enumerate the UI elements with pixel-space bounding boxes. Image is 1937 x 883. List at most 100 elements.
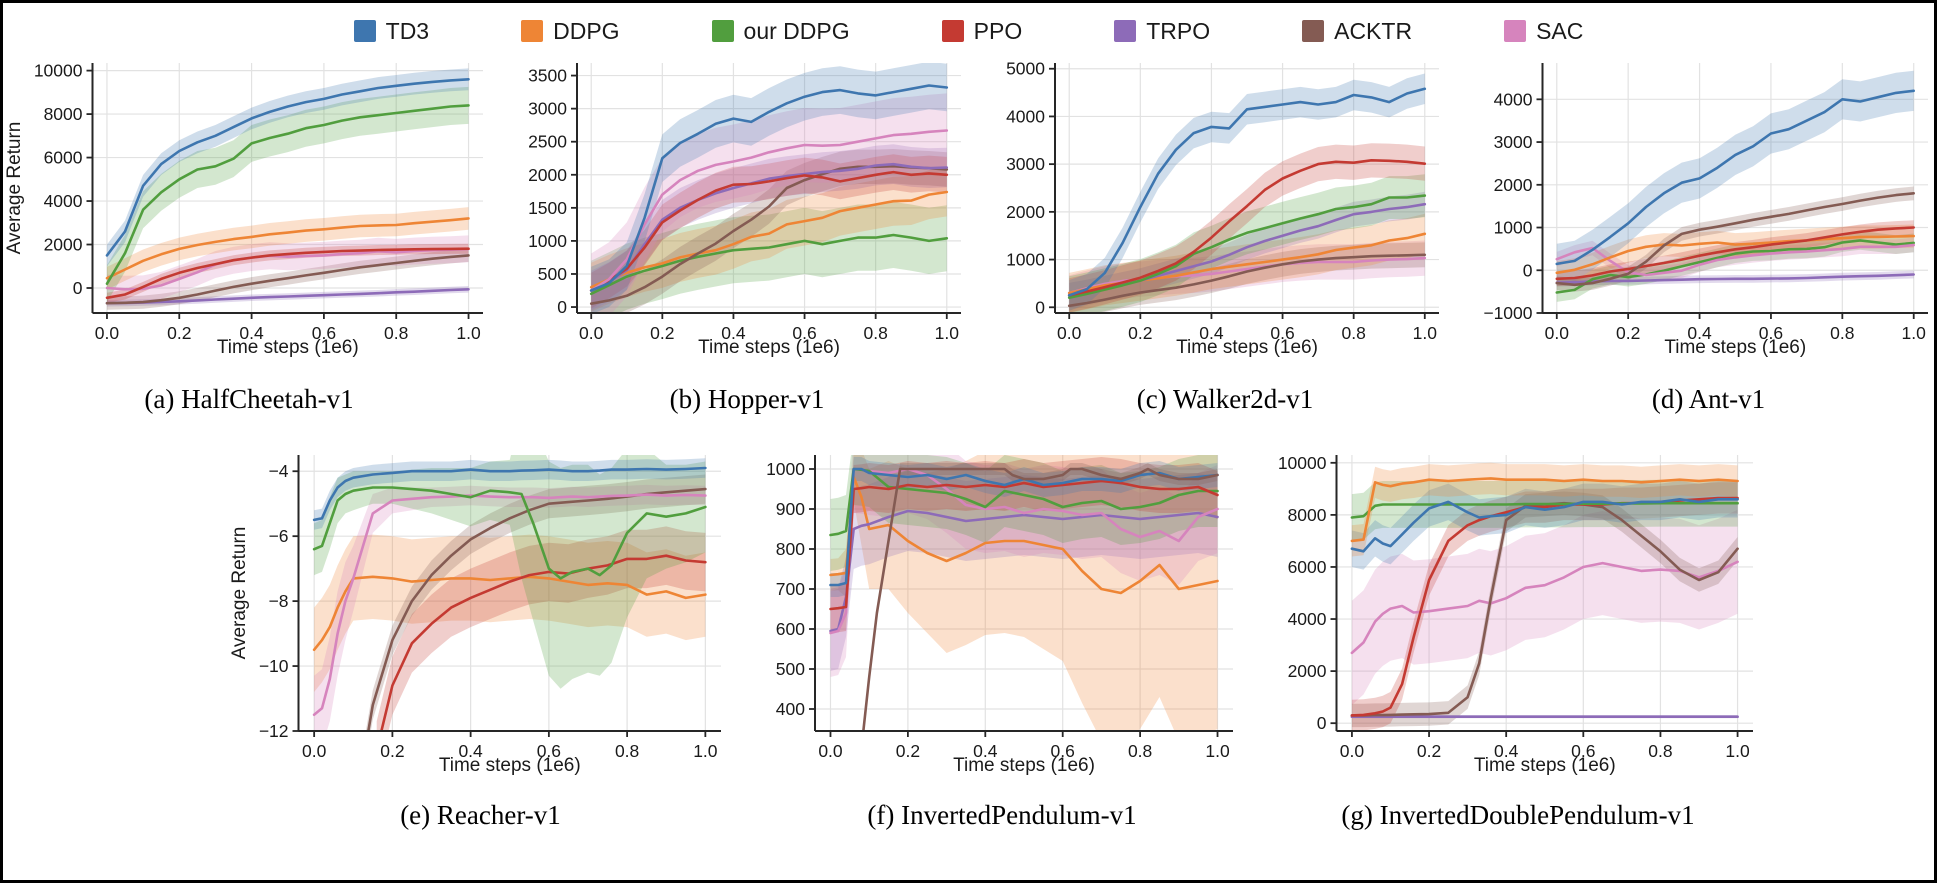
cell-reacher: 0.0 0.2 0.4 0.6 0.8 1.0 −12 −10 −8 −6 −4 Time steps… xyxy=(228,445,733,831)
svg-text:0: 0 xyxy=(1317,713,1327,733)
ddpg-color-swatch-icon xyxy=(521,20,544,42)
svg-text:−4: −4 xyxy=(269,461,289,481)
svg-text:0: 0 xyxy=(1035,297,1045,317)
svg-text:0.8: 0.8 xyxy=(615,741,639,761)
legend-item-our-ddpg: our DDPG xyxy=(711,17,850,45)
legend-label: our DDPG xyxy=(743,17,850,44)
svg-text:3000: 3000 xyxy=(528,99,567,119)
legend-label: DDPG xyxy=(553,17,620,44)
caption-hopper: (b) Hopper-v1 xyxy=(669,384,825,414)
svg-text:0.4: 0.4 xyxy=(458,741,483,761)
chart-invertedpendulum: 0.0 0.2 0.4 0.6 0.8 1.0 400 500 600 700 800 900 1000… xyxy=(759,445,1245,784)
svg-text:0: 0 xyxy=(1523,260,1533,280)
svg-text:0: 0 xyxy=(557,297,567,317)
svg-text:8000: 8000 xyxy=(44,104,83,124)
svg-text:0.4: 0.4 xyxy=(239,323,264,343)
svg-text:2000: 2000 xyxy=(528,165,567,185)
svg-text:5000: 5000 xyxy=(1006,59,1045,79)
td3-color-swatch-icon xyxy=(353,20,376,42)
chart-reacher: 0.0 0.2 0.4 0.6 0.8 1.0 −12 −10 −8 −6 −4 Time steps… xyxy=(228,445,733,784)
svg-text:600: 600 xyxy=(776,619,805,639)
chart-halfcheetah: 0.0 0.2 0.4 0.6 0.8 1.0 0 2000 4000 6000 8000 10000… xyxy=(3,53,495,366)
svg-text:Time steps (1e6): Time steps (1e6) xyxy=(1664,337,1806,358)
svg-text:4000: 4000 xyxy=(1006,106,1045,126)
svg-text:1.0: 1.0 xyxy=(935,323,960,343)
legend-label: TD3 xyxy=(385,17,430,44)
svg-text:0.6: 0.6 xyxy=(1571,741,1595,761)
legend-item-ppo: PPO xyxy=(941,17,1023,45)
svg-text:0.8: 0.8 xyxy=(1648,741,1672,761)
legend-label: ACKTR xyxy=(1334,17,1413,44)
legend-item-trpo: TRPO xyxy=(1114,18,1210,45)
svg-text:Time steps (1e6): Time steps (1e6) xyxy=(1176,337,1318,358)
legend: TD3 DDPG our DDPG PPO TRPO ACKTR SAC xyxy=(3,15,1934,47)
our-ddpg-color-swatch-icon xyxy=(711,20,734,42)
legend-label: PPO xyxy=(973,17,1023,44)
svg-text:700: 700 xyxy=(776,579,805,599)
svg-text:Time steps (1e6): Time steps (1e6) xyxy=(953,755,1095,776)
svg-text:1000: 1000 xyxy=(1006,250,1045,270)
svg-text:0.8: 0.8 xyxy=(1342,323,1366,343)
charts-row-1: 0.0 0.2 0.4 0.6 0.8 1.0 0 2000 4000 6000 8000 10000… xyxy=(3,53,1934,415)
svg-text:0.0: 0.0 xyxy=(302,741,327,761)
svg-text:−12: −12 xyxy=(259,721,289,741)
svg-text:1.0: 1.0 xyxy=(1902,323,1927,343)
legend-label: TRPO xyxy=(1146,17,1211,44)
svg-text:1500: 1500 xyxy=(528,198,567,218)
caption-halfcheetah: (a) HalfCheetah-v1 xyxy=(144,384,354,414)
svg-text:0.6: 0.6 xyxy=(312,323,336,343)
svg-text:−6: −6 xyxy=(269,526,289,546)
svg-text:0.8: 0.8 xyxy=(1830,323,1854,343)
cell-inverteddoublependulum: 0.0 0.2 0.4 0.6 0.8 1.0 0 2000 4000 6000 8000 10000… xyxy=(1245,445,1765,831)
svg-text:1.0: 1.0 xyxy=(1205,741,1230,761)
svg-text:1.0: 1.0 xyxy=(1725,741,1750,761)
cell-walker2d: 0.0 0.2 0.4 0.6 0.8 1.0 0 1000 2000 3000 4000 5000 T… xyxy=(973,53,1451,415)
svg-text:500: 500 xyxy=(538,264,567,284)
svg-text:3000: 3000 xyxy=(1494,132,1533,152)
svg-text:−8: −8 xyxy=(269,591,289,611)
svg-text:0.2: 0.2 xyxy=(896,741,920,761)
svg-text:2000: 2000 xyxy=(1494,175,1533,195)
svg-text:Average Return: Average Return xyxy=(4,122,25,255)
svg-text:1000: 1000 xyxy=(528,231,567,251)
svg-text:0.6: 0.6 xyxy=(537,741,561,761)
svg-text:1000: 1000 xyxy=(766,459,805,479)
svg-text:2500: 2500 xyxy=(528,132,567,152)
legend-item-td3: TD3 xyxy=(353,17,430,45)
legend-item-acktr: ACKTR xyxy=(1302,18,1412,45)
svg-text:0.6: 0.6 xyxy=(1759,323,1783,343)
svg-text:500: 500 xyxy=(776,659,805,679)
svg-text:3000: 3000 xyxy=(1006,154,1045,174)
caption-walker2d: (c) Walker2d-v1 xyxy=(1136,384,1314,414)
chart-walker2d: 0.0 0.2 0.4 0.6 0.8 1.0 0 1000 2000 3000 4000 5000 T… xyxy=(999,53,1451,366)
svg-text:400: 400 xyxy=(776,699,805,719)
svg-text:900: 900 xyxy=(776,499,805,519)
caption-reacher: (e) Reacher-v1 xyxy=(400,800,561,830)
svg-text:0.2: 0.2 xyxy=(1417,741,1441,761)
svg-text:0: 0 xyxy=(73,278,83,298)
svg-text:0.2: 0.2 xyxy=(167,323,191,343)
svg-text:Time steps (1e6): Time steps (1e6) xyxy=(1474,755,1616,776)
svg-text:0.4: 0.4 xyxy=(721,323,746,343)
svg-text:800: 800 xyxy=(776,539,805,559)
svg-text:Time steps (1e6): Time steps (1e6) xyxy=(217,337,359,358)
svg-text:2000: 2000 xyxy=(44,235,83,255)
svg-text:0.8: 0.8 xyxy=(1128,741,1152,761)
svg-text:10000: 10000 xyxy=(1278,453,1327,473)
svg-text:0.0: 0.0 xyxy=(1340,741,1365,761)
svg-text:2000: 2000 xyxy=(1006,202,1045,222)
sac-color-swatch-icon xyxy=(1504,20,1527,42)
svg-text:0.2: 0.2 xyxy=(380,741,404,761)
svg-text:0.6: 0.6 xyxy=(1270,323,1294,343)
svg-text:0.2: 0.2 xyxy=(1128,323,1152,343)
cell-hopper: 0.0 0.2 0.4 0.6 0.8 1.0 0 500 1000 1500 2000 2500 30… xyxy=(495,53,973,415)
svg-text:0.2: 0.2 xyxy=(650,323,674,343)
svg-text:2000: 2000 xyxy=(1288,661,1327,681)
svg-text:1000: 1000 xyxy=(1494,218,1533,238)
caption-invertedpendulum: (f) InvertedPendulum-v1 xyxy=(867,800,1137,830)
svg-text:10000: 10000 xyxy=(34,61,83,81)
legend-item-sac: SAC xyxy=(1504,18,1583,45)
svg-text:0.6: 0.6 xyxy=(792,323,816,343)
svg-text:1.0: 1.0 xyxy=(693,741,718,761)
